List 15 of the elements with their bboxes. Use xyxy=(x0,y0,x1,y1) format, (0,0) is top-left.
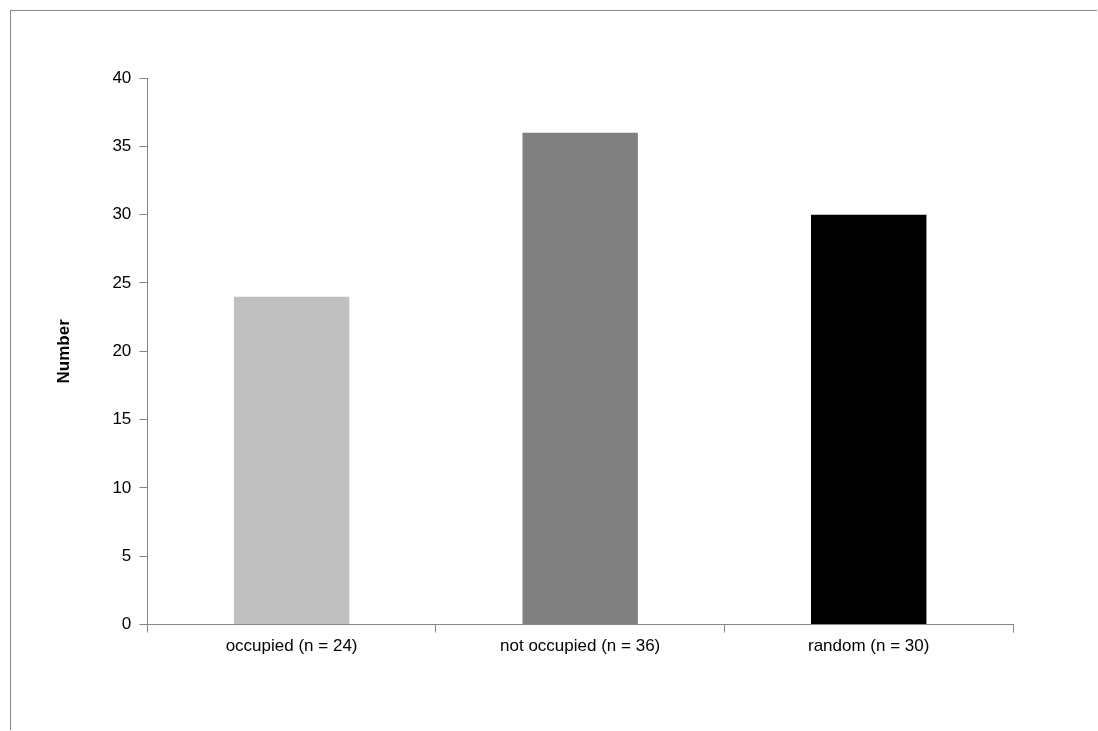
y-tick-label: 10 xyxy=(112,477,132,497)
y-tick-label: 30 xyxy=(112,204,132,224)
y-axis-title: Number xyxy=(53,318,73,384)
bar xyxy=(811,214,927,625)
y-tick-label: 40 xyxy=(112,67,132,87)
x-tick-label: occupied (n = 24) xyxy=(225,636,358,656)
y-tick-label: 20 xyxy=(112,340,132,360)
y-tick-label: 5 xyxy=(121,545,132,565)
y-tick-label: 25 xyxy=(112,272,132,292)
y-tick-label: 0 xyxy=(121,614,132,634)
y-tick-label: 35 xyxy=(112,136,132,156)
bar xyxy=(233,296,350,625)
x-tick-label: not occupied (n = 36) xyxy=(500,636,661,656)
y-tick-label: 15 xyxy=(112,409,132,429)
x-tick-label: random (n = 30) xyxy=(808,636,930,656)
